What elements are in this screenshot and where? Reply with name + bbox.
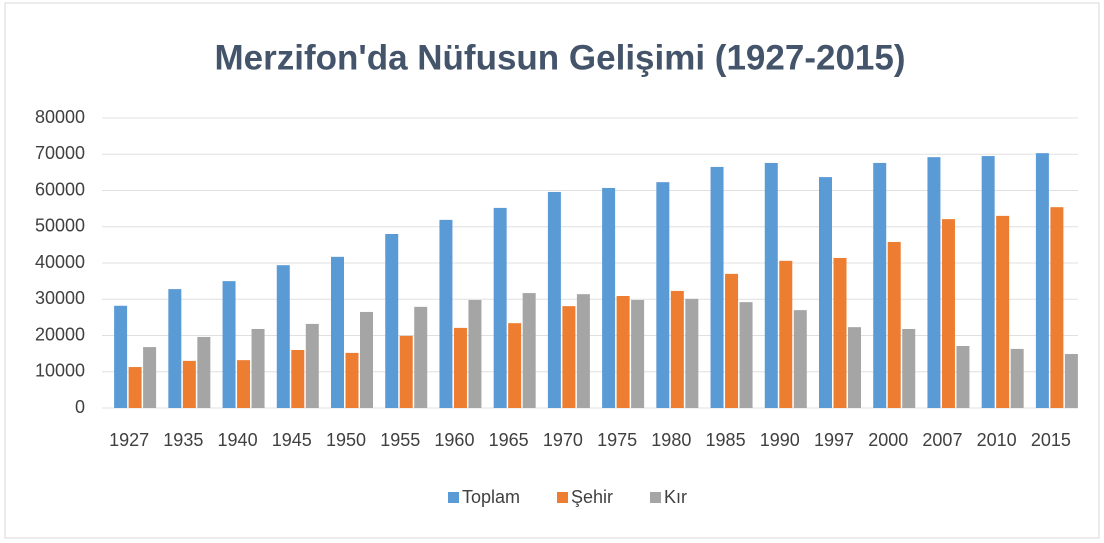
y-tick-label: 30000 xyxy=(35,288,85,308)
bar xyxy=(887,241,901,408)
bar xyxy=(1050,207,1064,408)
chart-title: Merzifon'da Nüfusun Gelişimi (1927-2015) xyxy=(215,38,906,77)
y-tick-label: 50000 xyxy=(35,216,85,236)
bar xyxy=(779,260,793,408)
bar xyxy=(414,306,428,408)
bar xyxy=(739,302,753,408)
bar xyxy=(710,166,724,408)
bar xyxy=(576,294,590,408)
bar xyxy=(547,191,561,408)
bar xyxy=(143,347,157,408)
bar xyxy=(725,273,739,408)
legend-swatch xyxy=(650,492,661,503)
x-tick-label: 1980 xyxy=(651,430,691,450)
bar xyxy=(981,156,995,408)
bar xyxy=(168,289,182,408)
bar xyxy=(902,328,916,408)
bar xyxy=(764,162,778,408)
y-tick-label: 20000 xyxy=(35,324,85,344)
x-tick-label: 1935 xyxy=(163,430,203,450)
legend-swatch xyxy=(557,492,568,503)
legend-swatch xyxy=(448,492,459,503)
x-tick-label: 1927 xyxy=(109,430,149,450)
bar xyxy=(331,256,344,408)
bar xyxy=(439,219,453,408)
bar xyxy=(1064,353,1078,408)
x-tick-label: 1975 xyxy=(597,430,637,450)
bar xyxy=(941,219,955,408)
bar xyxy=(182,360,196,408)
x-tick-label: 1970 xyxy=(543,430,583,450)
bar xyxy=(819,177,832,408)
bar xyxy=(251,328,265,408)
bar xyxy=(493,207,507,408)
bar xyxy=(468,299,482,408)
bar xyxy=(508,323,522,408)
bar xyxy=(453,327,467,408)
x-tick-label: 1950 xyxy=(326,430,366,450)
x-tick-label: 1955 xyxy=(380,430,420,450)
bar xyxy=(399,335,413,408)
bar xyxy=(128,367,142,408)
x-tick-label: 2007 xyxy=(922,430,962,450)
y-tick-label: 80000 xyxy=(35,107,85,127)
legend-label: Kır xyxy=(664,487,687,507)
bar xyxy=(360,311,373,408)
bar xyxy=(602,187,616,408)
x-tick-label: 1985 xyxy=(706,430,746,450)
bar xyxy=(522,293,536,408)
bar xyxy=(197,336,211,408)
bar xyxy=(956,346,970,408)
bar xyxy=(237,360,251,408)
x-tick-label: 1965 xyxy=(489,430,529,450)
bar xyxy=(656,182,670,408)
x-tick-label: 2010 xyxy=(977,430,1017,450)
bar xyxy=(848,327,861,408)
bar xyxy=(1010,348,1024,408)
bar xyxy=(291,350,305,408)
bar xyxy=(927,157,941,408)
bar xyxy=(1035,153,1049,408)
y-tick-label: 10000 xyxy=(35,361,85,381)
bar xyxy=(616,295,630,408)
bar xyxy=(996,215,1010,408)
bar xyxy=(631,299,645,408)
y-tick-label: 0 xyxy=(75,397,85,417)
bar xyxy=(222,281,236,408)
x-tick-label: 1940 xyxy=(218,430,258,450)
y-tick-label: 60000 xyxy=(35,179,85,199)
x-tick-label: 1960 xyxy=(434,430,474,450)
bar xyxy=(873,162,887,408)
y-tick-label: 70000 xyxy=(35,143,85,163)
bar xyxy=(385,234,399,408)
x-tick-label: 1945 xyxy=(272,430,312,450)
bar xyxy=(562,306,576,408)
bar xyxy=(685,298,699,408)
x-tick-label: 2000 xyxy=(868,430,908,450)
bar xyxy=(276,265,290,408)
y-tick-label: 40000 xyxy=(35,252,85,272)
x-tick-label: 1997 xyxy=(814,430,854,450)
bar xyxy=(670,290,684,408)
bar xyxy=(114,305,128,408)
bar xyxy=(833,257,847,408)
legend-label: Toplam xyxy=(462,487,520,507)
legend-label: Şehir xyxy=(571,487,613,507)
x-tick-label: 2015 xyxy=(1031,430,1071,450)
bar xyxy=(345,352,359,408)
bar xyxy=(305,323,319,408)
x-tick-label: 1990 xyxy=(760,430,800,450)
bar xyxy=(793,310,807,408)
